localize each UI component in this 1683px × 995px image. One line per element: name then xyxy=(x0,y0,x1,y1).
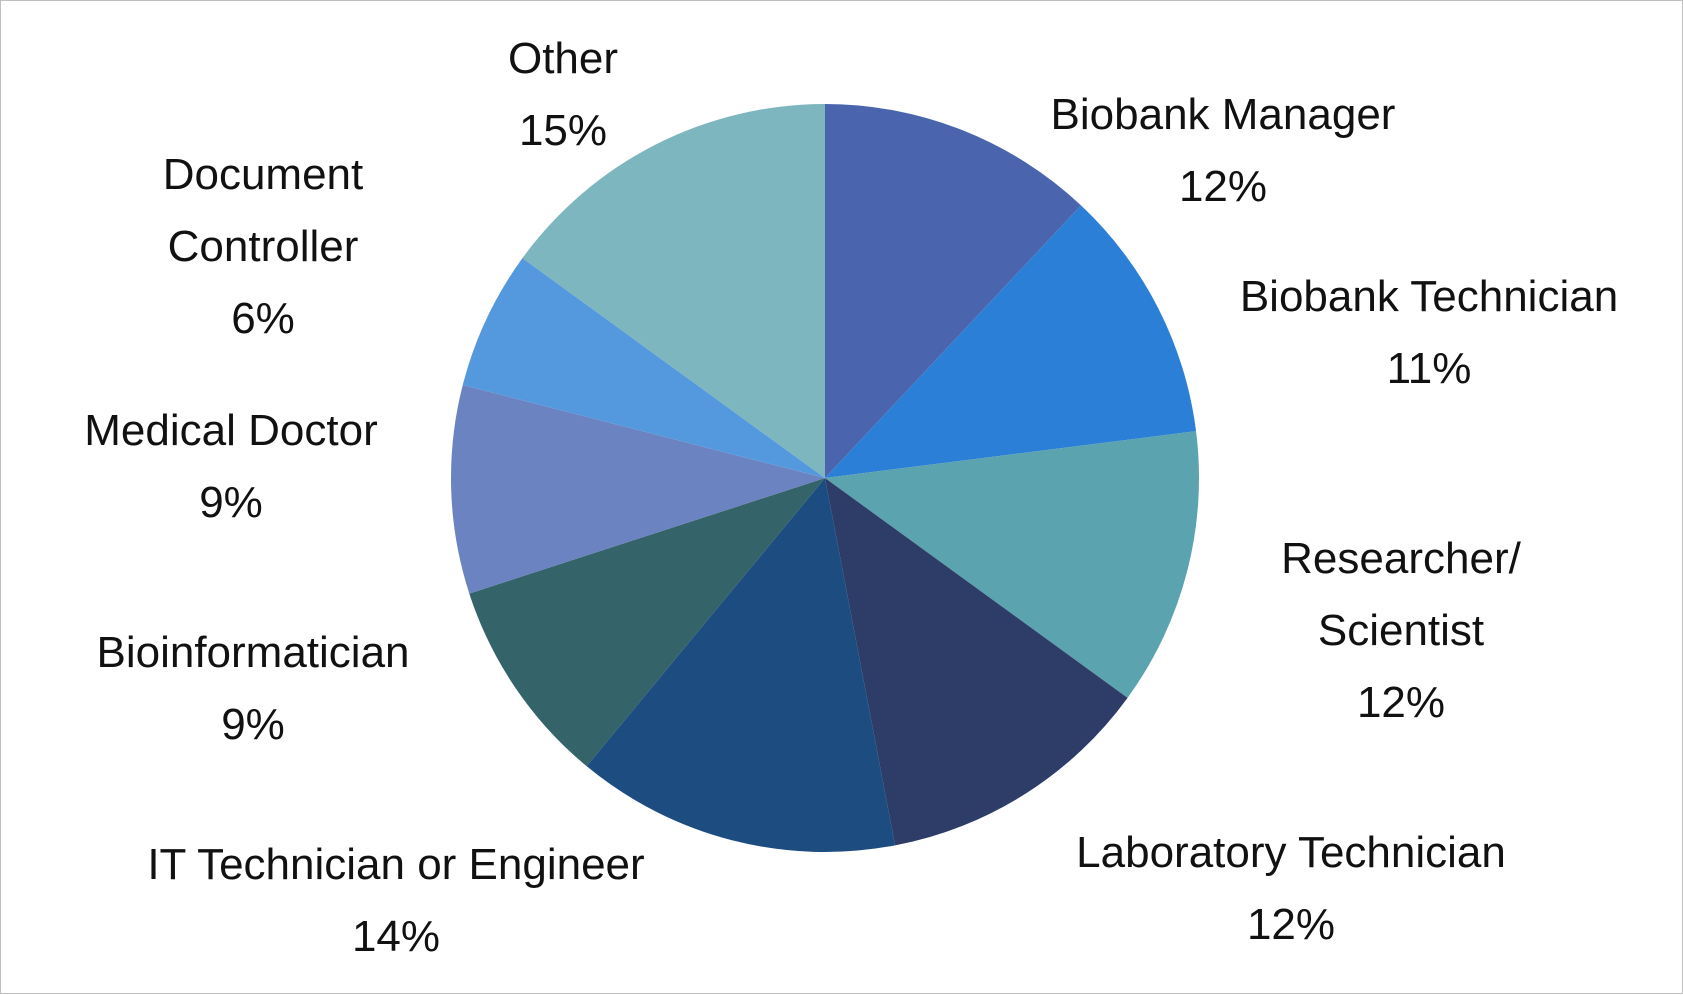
slice-name: Researcher/ xyxy=(1281,534,1521,583)
pie-slice-document-controller xyxy=(462,258,825,478)
slice-name: Biobank Manager xyxy=(1051,90,1396,139)
pie-slice-it-technician-or-engineer xyxy=(586,478,896,853)
slice-percent: 6% xyxy=(231,294,295,343)
slice-name: Other xyxy=(508,34,618,83)
slice-name: Biobank Technician xyxy=(1240,272,1618,321)
slice-label-document-controller: Document Controller 6% xyxy=(163,150,364,343)
pie-slice-medical-doctor xyxy=(451,384,825,594)
slice-percent: 9% xyxy=(221,700,285,749)
pie-labels: Biobank Manager 12% Biobank Technician 11% R… xyxy=(84,34,1618,961)
slice-label-researcher-scientist: Researcher/Scientist 12% xyxy=(1281,534,1521,727)
slice-name: Document xyxy=(163,150,364,199)
pie-slice-other xyxy=(522,104,825,478)
slice-percent: 12% xyxy=(1247,900,1335,949)
slice-label-laboratory-technician: Laboratory Technician 12% xyxy=(1076,828,1506,949)
pie-slices xyxy=(451,104,1199,853)
pie-slice-biobank-technician xyxy=(825,205,1197,479)
slice-label-it-technician-or-engineer: IT Technician or Engineer 14% xyxy=(147,840,644,961)
slice-name: Medical Doctor xyxy=(84,406,377,455)
pie-slice-laboratory-technician xyxy=(825,478,1128,846)
slice-label-biobank-manager: Biobank Manager 12% xyxy=(1051,90,1396,211)
slice-percent: 15% xyxy=(519,106,607,155)
pie-slice-bioinformatician xyxy=(469,478,825,767)
slice-name: Laboratory Technician xyxy=(1076,828,1506,877)
slice-percent: 14% xyxy=(352,912,440,961)
pie-slice-researcher-scientist xyxy=(825,431,1199,698)
slice-percent: 12% xyxy=(1357,678,1445,727)
slice-label-other: Other 15% xyxy=(508,34,618,155)
slice-percent: 11% xyxy=(1387,344,1472,393)
slice-name: IT Technician or Engineer xyxy=(147,840,644,889)
slice-name: Controller xyxy=(168,222,359,271)
slice-label-biobank-technician: Biobank Technician 11% xyxy=(1240,272,1618,393)
pie-slice-biobank-manager xyxy=(825,104,1082,478)
slice-percent: 12% xyxy=(1179,162,1267,211)
slice-label-medical-doctor: Medical Doctor 9% xyxy=(84,406,377,527)
slice-name: Scientist xyxy=(1318,606,1484,655)
slice-name: Bioinformatician xyxy=(96,628,409,677)
slice-percent: 9% xyxy=(199,478,263,527)
slice-label-bioinformatician: Bioinformatician 9% xyxy=(96,628,409,749)
